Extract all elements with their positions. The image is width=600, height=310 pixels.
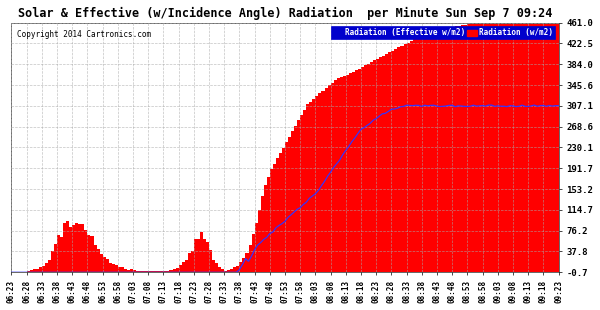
Text: Copyright 2014 Cartronics.com: Copyright 2014 Cartronics.com	[17, 30, 151, 39]
Title: Solar & Effective (w/Incidence Angle) Radiation  per Minute Sun Sep 7 09:24: Solar & Effective (w/Incidence Angle) Ra…	[18, 7, 552, 20]
Legend: Radiation (Effective w/m2), Radiation (w/m2): Radiation (Effective w/m2), Radiation (w…	[331, 26, 555, 39]
